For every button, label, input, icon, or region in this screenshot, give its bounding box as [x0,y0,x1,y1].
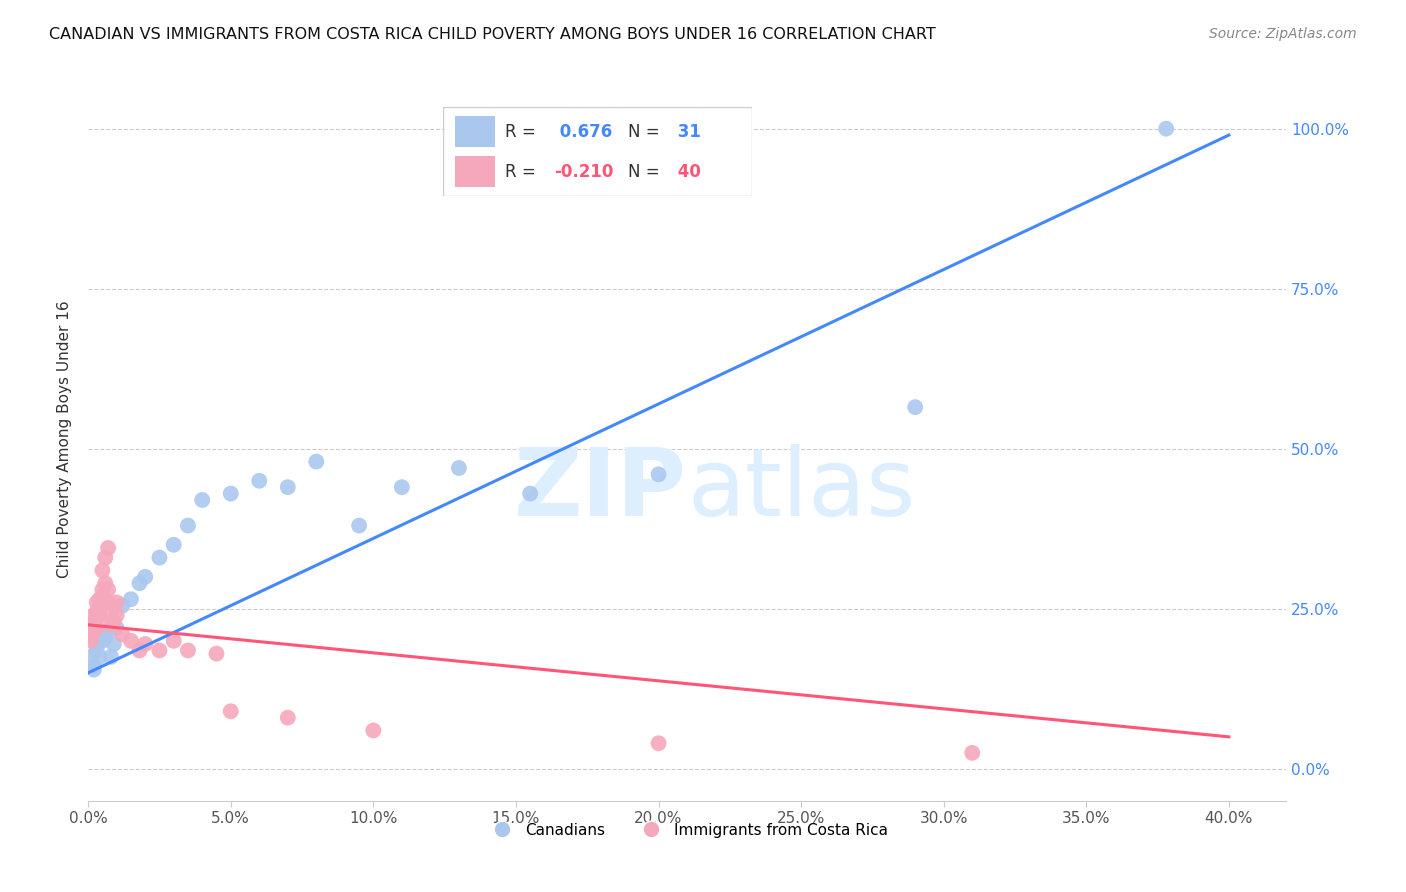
Point [120,592,142,607]
Point [277,480,299,494]
Point [120,633,142,648]
Point [83,663,105,677]
Point [89,592,111,607]
Point [205,647,228,661]
Point [80,649,103,664]
Point [103,615,125,629]
Legend: Canadians, Immigrants from Costa Rica: Canadians, Immigrants from Costa Rica [481,817,894,844]
Point [86,621,108,635]
Point [91,589,114,603]
Point [111,627,134,641]
Point [86,637,108,651]
Point [447,461,470,475]
Point [94,550,117,565]
Point [163,633,186,648]
Text: R =: R = [505,123,541,141]
Point [83,608,105,623]
Point [89,649,111,664]
Text: 40: 40 [672,163,700,181]
Point [904,400,927,414]
Point [83,659,105,673]
Point [94,631,117,645]
Point [105,608,128,623]
Point [86,643,108,657]
Point [134,637,156,651]
Text: atlas: atlas [688,444,915,536]
Bar [456,156,495,187]
Point [111,599,134,613]
Point [100,649,122,664]
Point [105,621,128,635]
Point [80,627,103,641]
Point [305,454,328,468]
Text: 31: 31 [672,123,700,141]
Point [97,582,120,597]
Text: -0.210: -0.210 [554,163,613,181]
Point [128,576,150,591]
Point [134,570,156,584]
Point [97,541,120,555]
Point [960,746,983,760]
Point [1154,121,1177,136]
Point [163,538,186,552]
Point [519,486,541,500]
Point [100,617,122,632]
Point [83,615,105,629]
Point [94,592,117,607]
Point [100,605,122,619]
Point [86,605,108,619]
Point [247,474,270,488]
Point [177,643,200,657]
Point [94,576,117,591]
Point [647,467,669,482]
Point [148,643,170,657]
Point [177,518,200,533]
Y-axis label: Child Poverty Among Boys Under 16: Child Poverty Among Boys Under 16 [58,301,72,578]
Point [97,595,120,609]
Point [86,595,108,609]
Point [277,711,299,725]
Point [80,633,103,648]
Text: ZIP: ZIP [515,444,688,536]
Point [80,617,103,632]
Point [91,582,114,597]
Point [91,563,114,577]
Text: 0.676: 0.676 [554,123,613,141]
Point [363,723,385,738]
Point [347,518,370,533]
Text: Source: ZipAtlas.com: Source: ZipAtlas.com [1209,27,1357,41]
Text: N =: N = [628,123,665,141]
Point [103,637,125,651]
Text: N =: N = [628,163,665,181]
Point [105,595,128,609]
Point [83,624,105,639]
Text: CANADIAN VS IMMIGRANTS FROM COSTA RICA CHILD POVERTY AMONG BOYS UNDER 16 CORRELA: CANADIAN VS IMMIGRANTS FROM COSTA RICA C… [49,27,936,42]
Point [219,486,242,500]
Point [89,602,111,616]
Point [391,480,413,494]
Point [647,736,669,750]
Point [97,624,120,639]
Point [191,493,214,508]
Point [91,633,114,648]
Bar [456,116,495,147]
Point [148,550,170,565]
Point [86,611,108,625]
Point [219,704,242,718]
Text: R =: R = [505,163,541,181]
Point [128,643,150,657]
Point [89,608,111,623]
